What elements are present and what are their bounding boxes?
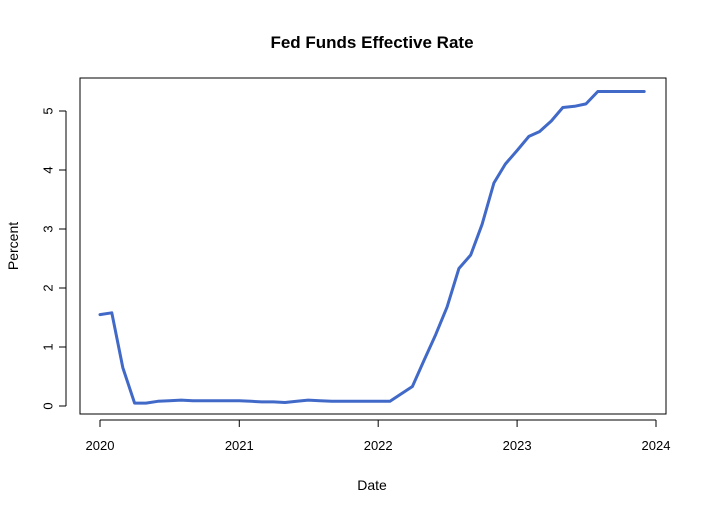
series-layer — [98, 90, 646, 405]
x-axis-label: Date — [357, 477, 387, 493]
x-axis: 2020 2021 2022 2023 2024 — [86, 419, 671, 453]
y-tick-label: 3 — [40, 225, 55, 232]
y-tick-label: 5 — [40, 107, 55, 114]
chart-title: Fed Funds Effective Rate — [270, 33, 473, 52]
y-tick-label: 0 — [40, 402, 55, 409]
x-tick-label: 2020 — [86, 438, 115, 453]
series-line-0 — [98, 90, 646, 405]
y-axis: 0 1 2 3 4 5 — [40, 107, 67, 410]
y-tick-label: 4 — [40, 166, 55, 173]
y-tick-label: 2 — [40, 284, 55, 291]
x-tick-label: 2023 — [503, 438, 532, 453]
x-tick-label: 2022 — [364, 438, 393, 453]
x-tick-label: 2024 — [642, 438, 671, 453]
plot-box — [79, 77, 667, 415]
y-tick-label: 1 — [40, 343, 55, 350]
y-axis-label: Percent — [5, 222, 21, 270]
x-tick-label: 2021 — [225, 438, 254, 453]
